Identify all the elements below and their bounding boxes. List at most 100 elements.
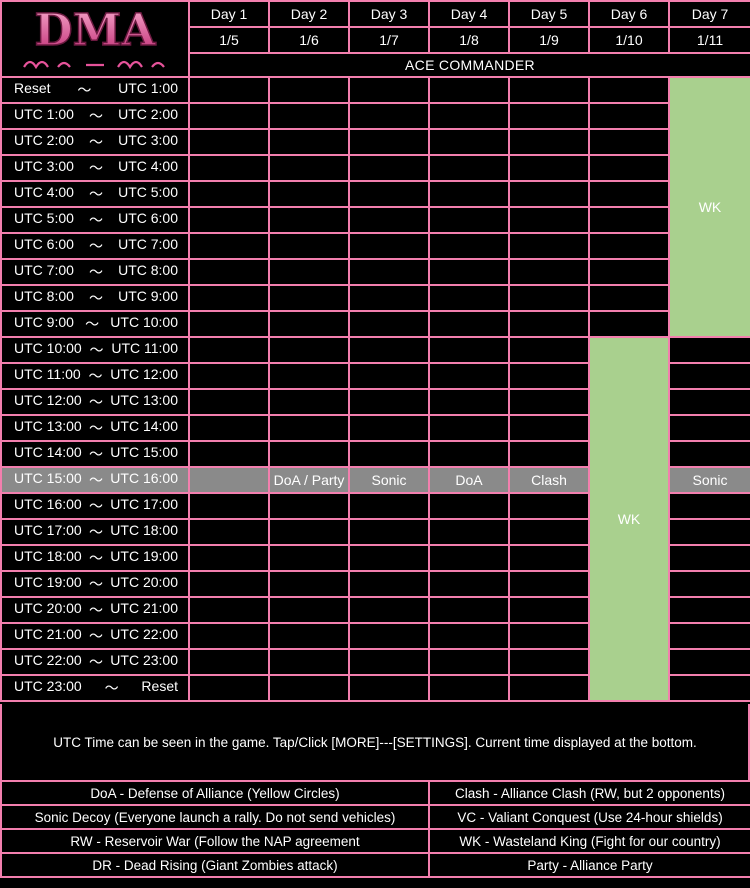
time-row: UTC 12:00 〜 UTC 13:00 bbox=[0, 388, 750, 416]
schedule-cell bbox=[268, 76, 350, 104]
time-start: UTC 19:00 bbox=[14, 574, 82, 590]
time-separator: 〜 bbox=[89, 654, 103, 670]
legend-table: DoA - Defense of Alliance (Yellow Circle… bbox=[0, 780, 750, 878]
time-end: UTC 19:00 bbox=[110, 548, 178, 564]
schedule-cell bbox=[268, 232, 350, 260]
time-separator: 〜 bbox=[89, 290, 103, 306]
time-end: UTC 8:00 bbox=[118, 262, 178, 278]
time-row: UTC 6:00 〜 UTC 7:00 bbox=[0, 232, 750, 260]
schedule-cell bbox=[428, 596, 510, 624]
schedule-cell bbox=[348, 674, 430, 702]
schedule-cell bbox=[668, 674, 750, 702]
schedule-cell bbox=[668, 492, 750, 520]
schedule-cell bbox=[508, 596, 590, 624]
schedule-cell bbox=[428, 648, 510, 676]
event-day4-1500: DoA bbox=[428, 466, 510, 494]
day-label: Day 2 bbox=[268, 0, 350, 28]
time-end: UTC 13:00 bbox=[110, 392, 178, 408]
time-end: UTC 22:00 bbox=[110, 626, 178, 642]
event-day5-1500: Clash bbox=[508, 466, 590, 494]
time-row: UTC 20:00 〜 UTC 21:00 bbox=[0, 596, 750, 624]
time-end: UTC 14:00 bbox=[110, 418, 178, 434]
legend-item: DoA - Defense of Alliance (Yellow Circle… bbox=[0, 780, 430, 806]
schedule-cell bbox=[348, 388, 430, 416]
schedule-cell bbox=[268, 362, 350, 390]
time-separator: 〜 bbox=[89, 394, 103, 410]
day-date: 1/5 bbox=[188, 26, 270, 54]
schedule-cell bbox=[188, 440, 270, 468]
time-row: UTC 11:00 〜 UTC 12:00 bbox=[0, 362, 750, 390]
time-separator: 〜 bbox=[89, 576, 103, 592]
schedule-cell bbox=[428, 492, 510, 520]
schedule-cell bbox=[348, 180, 430, 208]
time-row: UTC 16:00 〜 UTC 17:00 bbox=[0, 492, 750, 520]
schedule-cell bbox=[508, 154, 590, 182]
schedule-cell bbox=[348, 76, 430, 104]
time-start: Reset bbox=[14, 80, 51, 96]
schedule-cell bbox=[588, 128, 670, 156]
time-end: UTC 17:00 bbox=[110, 496, 178, 512]
time-separator: 〜 bbox=[88, 368, 103, 384]
schedule-cell bbox=[668, 414, 750, 442]
schedule-cell bbox=[588, 206, 670, 234]
schedule-cell bbox=[188, 128, 270, 156]
time-row: UTC 5:00 〜 UTC 6:00 bbox=[0, 206, 750, 234]
time-start: UTC 3:00 bbox=[14, 158, 74, 174]
time-range: UTC 15:00 〜 UTC 16:00 bbox=[0, 466, 190, 494]
schedule-cell bbox=[188, 388, 270, 416]
legend-item: RW - Reservoir War (Follow the NAP agree… bbox=[0, 828, 430, 854]
time-separator: 〜 bbox=[104, 680, 119, 696]
legend-item: Clash - Alliance Clash (RW, but 2 oppone… bbox=[428, 780, 750, 806]
schedule-table: DMA Day 1 Day 2 Day 3 Day 4 Day 5 Day 6 Day 7 1/… bbox=[0, 0, 750, 702]
day-date: 1/7 bbox=[348, 26, 430, 54]
schedule-cell bbox=[268, 206, 350, 234]
time-start: UTC 9:00 bbox=[14, 314, 74, 330]
schedule-cell bbox=[668, 518, 750, 546]
schedule-cell bbox=[268, 414, 350, 442]
schedule-cell bbox=[348, 336, 430, 364]
schedule-cell bbox=[428, 440, 510, 468]
time-row: UTC 19:00 〜 UTC 20:00 bbox=[0, 570, 750, 598]
time-range: UTC 8:00 〜 UTC 9:00 bbox=[0, 284, 190, 312]
time-range: UTC 6:00 〜 UTC 7:00 bbox=[0, 232, 190, 260]
time-range: UTC 21:00 〜 UTC 22:00 bbox=[0, 622, 190, 650]
time-row: UTC 1:00 〜 UTC 2:00 bbox=[0, 102, 750, 130]
event-day2-1500: DoA / Party bbox=[268, 466, 350, 494]
schedule-cell bbox=[268, 544, 350, 572]
legend-item: DR - Dead Rising (Giant Zombies attack) bbox=[0, 852, 430, 878]
time-start: UTC 18:00 bbox=[14, 548, 82, 564]
schedule-cell bbox=[348, 362, 430, 390]
time-separator: 〜 bbox=[89, 550, 103, 566]
schedule-cell bbox=[588, 76, 670, 104]
schedule-cell bbox=[588, 258, 670, 286]
time-range: UTC 13:00 〜 UTC 14:00 bbox=[0, 414, 190, 442]
schedule-cell bbox=[268, 180, 350, 208]
legend-item: WK - Wasteland King (Fight for our count… bbox=[428, 828, 750, 854]
schedule-cell bbox=[268, 622, 350, 650]
time-range: UTC 3:00 〜 UTC 4:00 bbox=[0, 154, 190, 182]
schedule-cell bbox=[668, 336, 750, 364]
schedule-cell bbox=[508, 76, 590, 104]
schedule-cell bbox=[188, 206, 270, 234]
day-date: 1/6 bbox=[268, 26, 350, 54]
day-label: Day 3 bbox=[348, 0, 430, 28]
day-label: Day 7 bbox=[668, 0, 750, 28]
time-end: UTC 1:00 bbox=[118, 80, 178, 96]
schedule-cell bbox=[428, 362, 510, 390]
schedule-cell bbox=[188, 258, 270, 286]
legend-row: DoA - Defense of Alliance (Yellow Circle… bbox=[0, 780, 750, 806]
schedule-cell bbox=[428, 414, 510, 442]
schedule-cell bbox=[668, 362, 750, 390]
schedule-cell bbox=[508, 180, 590, 208]
schedule-cell bbox=[508, 570, 590, 598]
schedule-cell bbox=[348, 232, 430, 260]
schedule-cell bbox=[508, 440, 590, 468]
schedule-cell bbox=[668, 388, 750, 416]
time-start: UTC 2:00 bbox=[14, 132, 74, 148]
time-separator: 〜 bbox=[85, 316, 100, 332]
schedule-cell bbox=[428, 622, 510, 650]
schedule-cell bbox=[268, 154, 350, 182]
time-row: UTC 7:00 〜 UTC 8:00 bbox=[0, 258, 750, 286]
time-end: UTC 10:00 bbox=[110, 314, 178, 330]
time-separator: 〜 bbox=[89, 628, 103, 644]
